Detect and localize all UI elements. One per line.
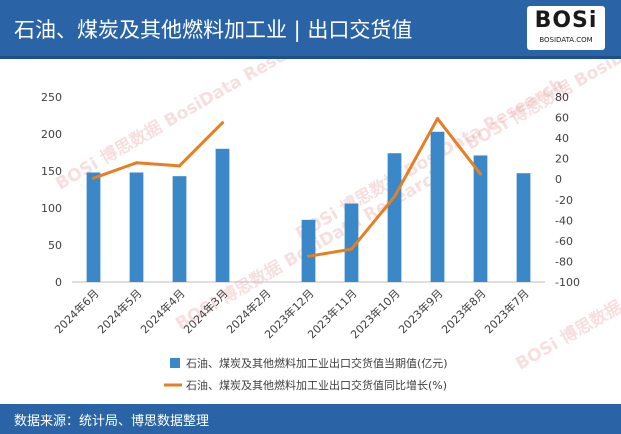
line-layer (92, 117, 482, 258)
left-axis-tick-label: 0 (55, 276, 62, 289)
bar (172, 176, 187, 282)
left-axis-tick-label: 100 (41, 202, 62, 215)
line-point (479, 172, 482, 176)
legend-label-bar: 石油、煤炭及其他燃料加工业出口交货值当期值(亿元) (186, 356, 448, 370)
data-source: 数据来源：统计局、博思数据整理 (14, 414, 210, 429)
bar (387, 153, 402, 282)
bar (344, 203, 359, 282)
left-axis-tick-label: 250 (41, 91, 62, 104)
right-axis-tick-label: -100 (555, 276, 580, 289)
bar (430, 131, 445, 282)
right-axis-tick-label: -60 (555, 235, 573, 248)
left-axis-tick-label: 200 (41, 128, 62, 141)
right-axis-tick-label: -20 (555, 194, 573, 207)
line-point (135, 161, 138, 165)
bar (516, 173, 531, 282)
right-axis-tick-label: -40 (555, 214, 573, 227)
bar (473, 155, 488, 282)
series-line (92, 121, 224, 180)
bar (129, 172, 144, 282)
logo-subtext: BOSIDATA.COM (539, 36, 593, 44)
right-axis-tick-label: 80 (555, 91, 569, 104)
legend: 石油、煤炭及其他燃料加工业出口交货值当期值(亿元) 石油、煤炭及其他燃料加工业出口… (164, 356, 448, 392)
logo-text: BOSi (534, 8, 598, 33)
header-bar: 石油、煤炭及其他燃料加工业 | 出口交货值 BOSi BOSIDATA.COM (0, 0, 621, 59)
left-axis-tick-label: 50 (48, 239, 62, 252)
right-axis-tick-label: 20 (555, 153, 569, 166)
line-point (436, 117, 439, 121)
x-axis-tick-label: 2024年5月 (94, 286, 144, 336)
bars-layer (86, 131, 531, 282)
line-point (92, 176, 95, 180)
x-axis-tick-label: 2023年8月 (438, 286, 488, 336)
x-axis-tick-label: 2023年9月 (395, 286, 445, 336)
x-axis-tick-label: 2024年6月 (51, 286, 101, 336)
line-point (178, 164, 181, 168)
right-axis-tick-label: 40 (555, 132, 569, 145)
logo: BOSi BOSIDATA.COM (527, 6, 605, 50)
line-point (221, 121, 224, 125)
left-axis-tick-label: 150 (41, 165, 62, 178)
legend-label-line: 石油、煤炭及其他燃料加工业出口交货值同比增长(%) (186, 378, 447, 392)
right-axis-tick-label: 0 (555, 173, 562, 186)
bar (86, 172, 101, 282)
bar (215, 148, 230, 282)
page-title: 石油、煤炭及其他燃料加工业 | 出口交货值 (14, 18, 413, 42)
line-point (307, 254, 310, 258)
bar (301, 219, 316, 282)
line-point (393, 195, 396, 199)
right-axis-tick-label: 60 (555, 112, 569, 125)
line-point (350, 247, 353, 251)
legend-swatch-bar (170, 358, 180, 368)
x-axis-tick-label: 2023年7月 (481, 286, 531, 336)
footer-bar: 数据来源：统计局、博思数据整理 (0, 404, 621, 434)
right-axis-tick-label: -80 (555, 255, 573, 268)
